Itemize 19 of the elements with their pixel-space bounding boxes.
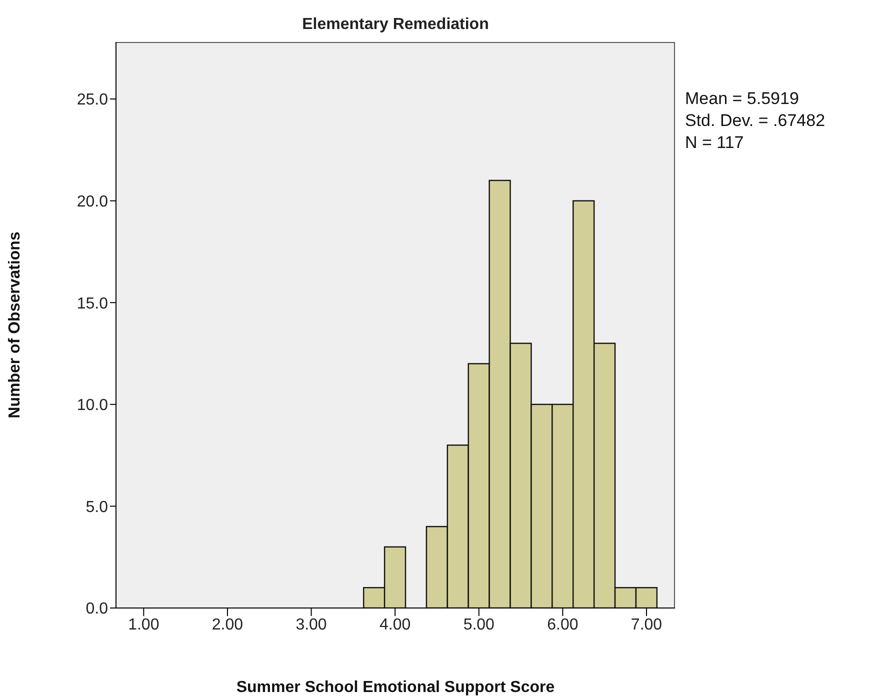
y-tick-label: 0.0	[86, 600, 108, 618]
text: Mean = 5.5919	[685, 88, 800, 110]
x-tick-label: 6.00	[547, 616, 578, 634]
text: N = 117	[685, 132, 745, 154]
text: Std. Dev. = .67482	[685, 110, 826, 132]
y-tick-label: 15.0	[76, 295, 108, 312]
y-tick-label: 10.0	[76, 397, 108, 414]
x-axis-title: Summer School Emotional Support Score	[236, 679, 555, 696]
x-tick-label: 1.00	[128, 616, 160, 634]
y-tick-label: 20.0	[76, 193, 108, 210]
y-tick-label: 25.0	[76, 92, 108, 109]
x-tick-label: 2.00	[212, 616, 244, 634]
x-tick-label: 7.00	[630, 616, 662, 634]
x-tick-label: 5.00	[463, 616, 495, 634]
y-axis-title: Number of Observations	[6, 232, 24, 418]
x-tick-label: 3.00	[296, 616, 327, 634]
x-tick-label: 4.00	[380, 616, 411, 634]
y-tick-label: 5.0	[86, 498, 108, 516]
chart-title: Elementary Remediation	[301, 16, 490, 34]
